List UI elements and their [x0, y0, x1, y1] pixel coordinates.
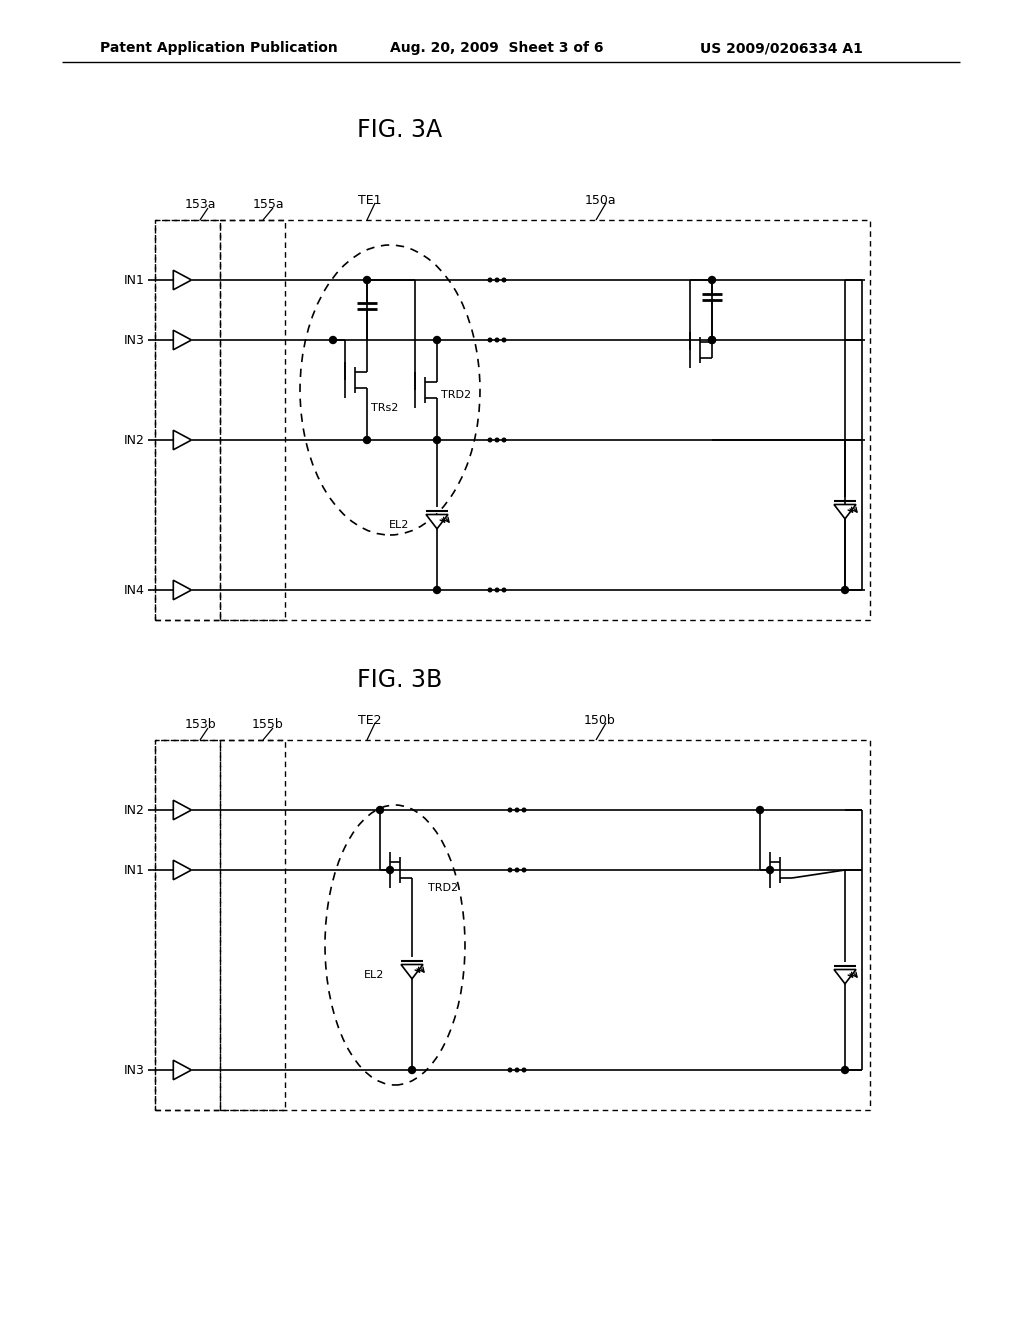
Polygon shape [173, 1060, 191, 1080]
Circle shape [709, 276, 716, 284]
Text: IN4: IN4 [124, 583, 145, 597]
Polygon shape [834, 504, 856, 519]
Polygon shape [173, 861, 191, 879]
Circle shape [409, 1067, 416, 1073]
Polygon shape [834, 969, 856, 983]
Circle shape [508, 869, 512, 871]
Circle shape [709, 337, 716, 343]
Circle shape [709, 337, 716, 343]
Circle shape [515, 869, 519, 871]
Bar [220, 220, 285, 620]
Circle shape [377, 807, 384, 813]
Circle shape [508, 1068, 512, 1072]
Text: IN1: IN1 [124, 863, 145, 876]
Text: TRD2: TRD2 [441, 389, 471, 400]
Text: 155b: 155b [252, 718, 284, 731]
Circle shape [515, 808, 519, 812]
Circle shape [488, 279, 492, 281]
Circle shape [433, 337, 440, 343]
Bar [155, 220, 870, 620]
Circle shape [488, 438, 492, 442]
Circle shape [522, 869, 525, 871]
Text: 150b: 150b [584, 714, 615, 726]
Polygon shape [173, 430, 191, 450]
Text: 150a: 150a [584, 194, 615, 206]
Circle shape [522, 808, 525, 812]
Circle shape [757, 807, 764, 813]
Text: FIG. 3B: FIG. 3B [357, 668, 442, 692]
Circle shape [496, 338, 499, 342]
Circle shape [488, 589, 492, 591]
Text: TRs2: TRs2 [371, 403, 398, 413]
Text: Aug. 20, 2009  Sheet 3 of 6: Aug. 20, 2009 Sheet 3 of 6 [390, 41, 603, 55]
Circle shape [522, 1068, 525, 1072]
Circle shape [433, 437, 440, 444]
Text: EL2: EL2 [389, 520, 409, 531]
Circle shape [767, 866, 773, 874]
Text: IN3: IN3 [124, 334, 145, 346]
Circle shape [433, 586, 440, 594]
Circle shape [502, 338, 506, 342]
Polygon shape [173, 800, 191, 820]
Circle shape [502, 279, 506, 281]
Bar [155, 741, 220, 1110]
Text: 153a: 153a [184, 198, 216, 211]
Circle shape [496, 279, 499, 281]
Text: IN2: IN2 [124, 804, 145, 817]
Circle shape [496, 438, 499, 442]
Text: Patent Application Publication: Patent Application Publication [100, 41, 338, 55]
Text: US 2009/0206334 A1: US 2009/0206334 A1 [700, 41, 863, 55]
Circle shape [330, 337, 337, 343]
Circle shape [502, 438, 506, 442]
Text: 153b: 153b [184, 718, 216, 731]
Circle shape [364, 437, 371, 444]
Text: 155a: 155a [252, 198, 284, 211]
Bar [220, 741, 285, 1110]
Text: IN3: IN3 [124, 1064, 145, 1077]
Circle shape [488, 338, 492, 342]
Circle shape [842, 1067, 849, 1073]
Bar [155, 220, 220, 620]
Text: TRD2: TRD2 [428, 883, 458, 894]
Circle shape [842, 586, 849, 594]
Text: IN2: IN2 [124, 433, 145, 446]
Polygon shape [173, 271, 191, 290]
Circle shape [515, 1068, 519, 1072]
Circle shape [502, 589, 506, 591]
Bar [155, 741, 870, 1110]
Text: EL2: EL2 [364, 970, 384, 979]
Polygon shape [401, 965, 423, 979]
Polygon shape [173, 330, 191, 350]
Text: TE1: TE1 [358, 194, 382, 206]
Text: FIG. 3A: FIG. 3A [357, 117, 442, 143]
Circle shape [508, 808, 512, 812]
Polygon shape [173, 581, 191, 599]
Circle shape [496, 589, 499, 591]
Text: TE2: TE2 [358, 714, 382, 726]
Circle shape [364, 276, 371, 284]
Polygon shape [426, 515, 449, 529]
Text: IN1: IN1 [124, 273, 145, 286]
Circle shape [386, 866, 393, 874]
